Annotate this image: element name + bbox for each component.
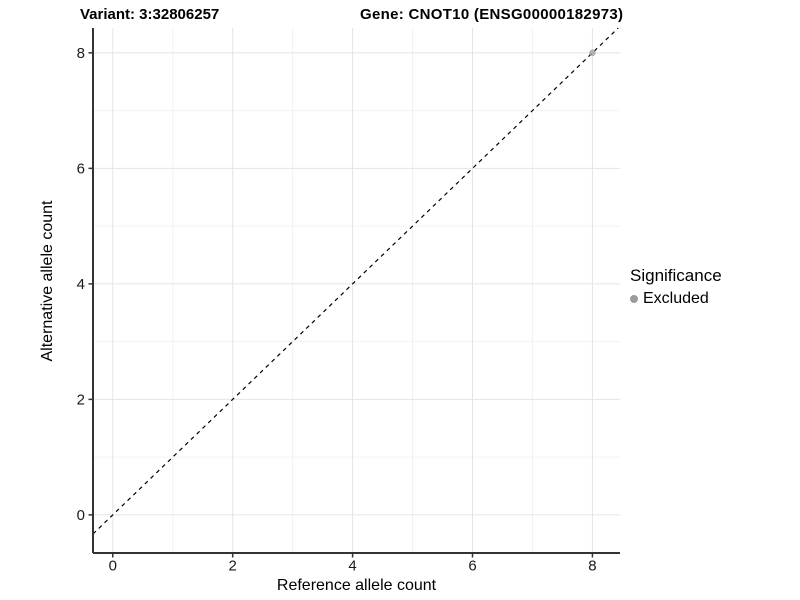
data-point-excluded xyxy=(589,49,596,57)
legend: Significance Excluded xyxy=(630,266,722,308)
legend-item-excluded: Excluded xyxy=(630,290,722,308)
y-tick-label: 2 xyxy=(77,391,85,408)
identity-line xyxy=(92,27,619,535)
x-tick-label: 2 xyxy=(229,558,237,575)
variant-title: Variant: 3:32806257 xyxy=(80,6,220,23)
y-tick-label: 4 xyxy=(77,276,85,293)
x-tick-label: 0 xyxy=(109,558,117,575)
legend-title: Significance xyxy=(630,266,722,285)
gene-title: Gene: CNOT10 (ENSG00000182973) xyxy=(360,6,624,23)
legend-point-icon xyxy=(630,295,638,303)
legend-items: Excluded xyxy=(630,290,722,308)
y-tick-label: 8 xyxy=(77,45,85,62)
y-tick-label: 6 xyxy=(77,160,85,177)
x-tick-label: 4 xyxy=(348,558,356,575)
legend-item-label: Excluded xyxy=(643,290,709,307)
x-tick-label: 8 xyxy=(588,558,596,575)
x-tick-label: 6 xyxy=(468,558,476,575)
y-axis-title: Alternative allele count xyxy=(39,200,56,362)
y-tick-label: 0 xyxy=(77,507,85,524)
x-axis-title: Reference allele count xyxy=(276,577,437,594)
